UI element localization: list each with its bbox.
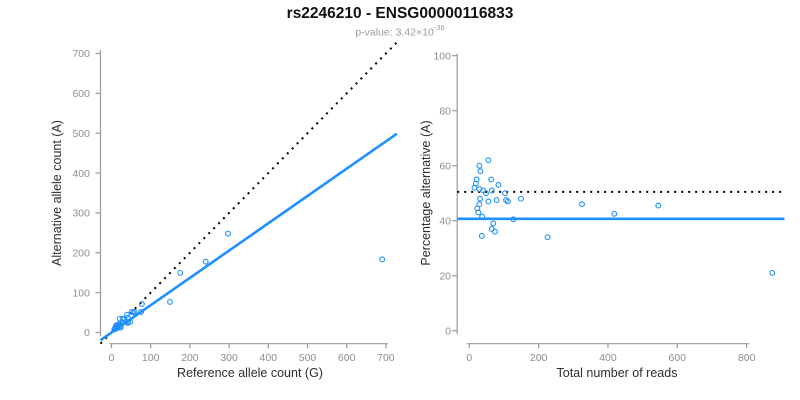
data-point [478, 232, 485, 239]
data-point [479, 213, 486, 220]
data-point [482, 190, 489, 197]
data-point [488, 226, 495, 232]
data-point [127, 318, 134, 325]
data-points [111, 230, 386, 333]
data-point [224, 230, 231, 237]
y-tick-label: 500 [72, 128, 90, 140]
x-tick-label: 200 [181, 352, 199, 364]
data-point [131, 308, 138, 315]
y-axis: 0 100 200 300 400 500 600 700 [72, 48, 102, 339]
x-tick-label: 0 [109, 352, 115, 364]
plot-right: 0 200 400 600 800 0 20 40 60 80 100 [433, 50, 785, 364]
data-point [473, 176, 480, 183]
data-point [502, 190, 508, 197]
left-y-axis-title: Alternative allele count (A) [50, 120, 64, 266]
x-tick-label: 200 [530, 352, 548, 364]
data-point [495, 182, 502, 188]
data-point [167, 298, 173, 305]
y-tick-label: 0 [84, 327, 90, 339]
x-tick-label: 400 [599, 352, 617, 364]
data-point [177, 269, 184, 276]
x-tick-label: 0 [466, 352, 472, 364]
data-point [138, 301, 145, 307]
right-y-axis-title: Percentage alternative (A) [419, 120, 433, 266]
y-tick-label: 300 [72, 208, 90, 220]
y-axis: 0 20 40 60 80 100 [433, 50, 458, 337]
x-tick-label: 700 [377, 352, 395, 364]
data-point [476, 162, 483, 169]
data-point [504, 198, 511, 205]
x-tick-label: 400 [260, 352, 278, 364]
plot-left: 0 100 200 300 400 500 600 700 0 100 200 300 400 500 60… [72, 41, 398, 364]
pvalue-exponent: -36 [433, 23, 445, 32]
x-tick-label: 600 [338, 352, 356, 364]
data-point [475, 209, 482, 216]
y-tick-label: 400 [72, 168, 90, 180]
identity-line [99, 41, 398, 345]
right-x-axis-title: Total number of reads [556, 366, 678, 380]
x-tick-label: 100 [142, 352, 160, 364]
data-point [769, 270, 776, 276]
x-tick-label: 300 [220, 352, 238, 364]
data-point [492, 228, 498, 235]
y-tick-label: 0 [445, 325, 451, 337]
data-point [117, 324, 124, 331]
y-tick-label: 100 [433, 50, 451, 62]
data-point [510, 216, 517, 223]
pvalue-text: p-value: 3.42×10 [355, 26, 434, 39]
data-point [138, 309, 145, 315]
data-point [485, 157, 492, 164]
data-point [477, 168, 484, 175]
data-point [518, 195, 524, 202]
data-point [379, 256, 386, 263]
data-point [477, 195, 483, 202]
y-tick-label: 100 [72, 287, 90, 299]
fit-line [99, 132, 398, 342]
y-tick-label: 20 [439, 270, 451, 282]
x-axis: 0 100 200 300 400 500 600 700 [109, 343, 395, 364]
data-point [488, 187, 495, 194]
figure-title: rs2246210 - ENSG00000116833 [286, 5, 514, 22]
data-points [471, 157, 776, 276]
data-point [579, 201, 585, 208]
x-tick-label: 600 [669, 352, 687, 364]
data-point [493, 197, 500, 204]
x-tick-label: 500 [299, 352, 317, 364]
y-tick-label: 60 [439, 160, 451, 172]
y-tick-label: 600 [72, 88, 90, 100]
data-point [124, 311, 130, 318]
data-point [490, 220, 497, 227]
data-point [655, 202, 662, 209]
pvalue-subtitle: p-value: 3.42×10-36 [0, 23, 800, 39]
data-point [488, 176, 495, 183]
data-point [611, 210, 618, 217]
data-point [485, 198, 492, 205]
data-point [202, 258, 209, 265]
x-axis: 0 200 400 600 800 [466, 343, 756, 364]
y-tick-label: 700 [72, 48, 90, 60]
data-point [544, 234, 551, 241]
x-tick-label: 800 [738, 352, 756, 364]
y-tick-label: 80 [439, 105, 451, 117]
left-x-axis-title: Reference allele count (G) [177, 366, 323, 380]
y-tick-label: 200 [72, 247, 90, 259]
y-tick-label: 40 [439, 215, 451, 227]
